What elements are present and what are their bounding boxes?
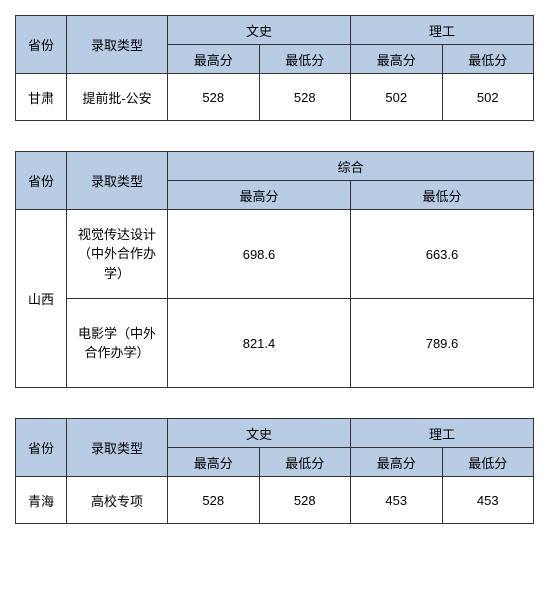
table-row: 甘肃 提前批-公安 528 528 502 502 [16, 74, 534, 121]
table-gansu: 省份 录取类型 文史 理工 最高分 最低分 最高分 最低分 甘肃 提前批-公安 … [15, 15, 534, 121]
table-row: 青海 高校专项 528 528 453 453 [16, 477, 534, 524]
header-lg-min: 最低分 [442, 448, 534, 477]
table-row: 山西 视觉传达设计（中外合作办学） 698.6 663.6 [16, 210, 534, 299]
cell-lg-max: 502 [351, 74, 443, 121]
cell-zh-min: 789.6 [351, 299, 534, 388]
header-province: 省份 [16, 16, 67, 74]
header-wenshi: 文史 [168, 419, 351, 448]
cell-province: 甘肃 [16, 74, 67, 121]
cell-province: 山西 [16, 210, 67, 388]
table-shanxi: 省份 录取类型 综合 最高分 最低分 山西 视觉传达设计（中外合作办学） 698… [15, 151, 534, 388]
header-lg-max: 最高分 [351, 45, 443, 74]
header-ligong: 理工 [351, 16, 534, 45]
header-type: 录取类型 [67, 419, 168, 477]
cell-lg-max: 453 [351, 477, 443, 524]
header-ligong: 理工 [351, 419, 534, 448]
cell-zh-max: 698.6 [168, 210, 351, 299]
header-ws-max: 最高分 [168, 448, 260, 477]
header-zh-max: 最高分 [168, 181, 351, 210]
header-province: 省份 [16, 152, 67, 210]
header-lg-max: 最高分 [351, 448, 443, 477]
cell-ws-max: 528 [168, 477, 260, 524]
header-type: 录取类型 [67, 16, 168, 74]
header-zonghe: 综合 [168, 152, 534, 181]
header-ws-min: 最低分 [259, 448, 351, 477]
header-zh-min: 最低分 [351, 181, 534, 210]
header-lg-min: 最低分 [442, 45, 534, 74]
cell-type: 视觉传达设计（中外合作办学） [67, 210, 168, 299]
cell-type: 提前批-公安 [67, 74, 168, 121]
header-type: 录取类型 [67, 152, 168, 210]
cell-ws-min: 528 [259, 74, 351, 121]
header-ws-max: 最高分 [168, 45, 260, 74]
table-qinghai: 省份 录取类型 文史 理工 最高分 最低分 最高分 最低分 青海 高校专项 52… [15, 418, 534, 524]
cell-province: 青海 [16, 477, 67, 524]
cell-zh-max: 821.4 [168, 299, 351, 388]
cell-ws-max: 528 [168, 74, 260, 121]
header-wenshi: 文史 [168, 16, 351, 45]
cell-type: 高校专项 [67, 477, 168, 524]
header-ws-min: 最低分 [259, 45, 351, 74]
cell-type: 电影学（中外合作办学） [67, 299, 168, 388]
cell-lg-min: 453 [442, 477, 534, 524]
cell-lg-min: 502 [442, 74, 534, 121]
header-province: 省份 [16, 419, 67, 477]
cell-ws-min: 528 [259, 477, 351, 524]
cell-zh-min: 663.6 [351, 210, 534, 299]
table-row: 电影学（中外合作办学） 821.4 789.6 [16, 299, 534, 388]
